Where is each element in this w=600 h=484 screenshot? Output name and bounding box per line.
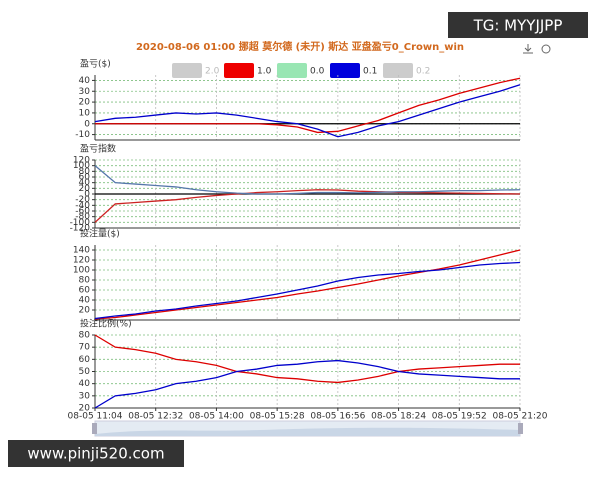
- y-tick-label: 120: [73, 256, 90, 266]
- y-tick-label: 10: [79, 108, 91, 118]
- y-tick-label: -10: [75, 130, 90, 140]
- y-tick-label: 80: [79, 331, 91, 341]
- slider-preview: [95, 427, 520, 436]
- y-axis-title: 盈亏指数: [80, 143, 116, 155]
- watermark: www.pinji520.com: [27, 445, 164, 463]
- y-tick-label: 100: [73, 266, 90, 276]
- y-tick-label: 30: [79, 87, 91, 97]
- x-tick-label: 08-05 16:56: [310, 412, 365, 422]
- y-tick-label: 60: [79, 286, 91, 296]
- series-line: [94, 261, 521, 320]
- y-axis-title: 投注比例(%): [80, 318, 132, 330]
- x-tick-label: 08-05 19:52: [432, 412, 487, 422]
- y-tick-label: 80: [79, 167, 91, 177]
- legend-swatch: [172, 63, 202, 78]
- legend-swatch: [224, 63, 254, 78]
- y-tick-label: -100: [70, 218, 91, 228]
- x-tick-label: 08-05 15:28: [250, 412, 305, 422]
- chart-title: 2020-08-06 01:00 挪超 莫尔德 (未开) 斯达 亚盘盈亏0_Cr…: [136, 40, 464, 53]
- y-tick-label: 50: [79, 367, 91, 377]
- series-line: [94, 165, 521, 195]
- toolbox[interactable]: [523, 44, 551, 54]
- y-tick-label: -60: [75, 207, 90, 217]
- series-line: [94, 84, 521, 138]
- watermark-box: [8, 440, 184, 467]
- y-tick-label: 40: [79, 76, 91, 86]
- x-tick-label: 08-05 21:20: [493, 412, 548, 422]
- slider-handle[interactable]: [92, 423, 97, 434]
- watermark: TG: MYYJJPP: [473, 17, 563, 35]
- y-tick-label: 140: [73, 246, 90, 256]
- y-tick-label: 20: [79, 404, 91, 414]
- slider-handle[interactable]: [518, 423, 523, 434]
- y-tick-label: 20: [79, 98, 91, 108]
- legend-label[interactable]: 1.0: [257, 67, 272, 77]
- y-tick-label: 70: [79, 343, 91, 353]
- y-tick-label: -120: [70, 224, 91, 234]
- x-tick-label: 08-05 11:04: [68, 412, 123, 422]
- watermark-box: [448, 12, 588, 38]
- y-tick-label: -40: [75, 201, 90, 211]
- y-tick-label: 20: [79, 306, 91, 316]
- legend-label[interactable]: 0.2: [416, 67, 430, 77]
- legend-label[interactable]: 0.0: [310, 67, 325, 77]
- y-tick-label: -20: [75, 195, 90, 205]
- series-line: [94, 189, 521, 223]
- y-tick-label: 100: [73, 161, 90, 171]
- refresh-icon[interactable]: [541, 44, 551, 54]
- legend-swatch: [277, 63, 307, 78]
- series-line: [94, 249, 521, 320]
- download-icon[interactable]: [523, 44, 533, 54]
- y-tick-label: 40: [79, 379, 91, 389]
- series-line: [94, 334, 520, 384]
- series-line: [94, 359, 520, 409]
- legend-swatch: [330, 63, 360, 78]
- y-tick-label: 40: [79, 296, 91, 306]
- x-tick-label: 08-05 14:00: [189, 412, 244, 422]
- y-tick-label: 20: [79, 184, 91, 194]
- y-tick-label: 60: [79, 173, 91, 183]
- legend-swatch: [383, 63, 413, 78]
- y-tick-label: 120: [73, 156, 90, 166]
- series-line: [95, 77, 521, 134]
- y-tick-label: 30: [79, 391, 91, 401]
- y-tick-label: 60: [79, 355, 91, 365]
- legend-label[interactable]: 2.0: [205, 67, 220, 77]
- y-tick-label: 0: [84, 190, 90, 200]
- x-tick-label: 08-05 12:32: [128, 412, 183, 422]
- y-axis-title: 盈亏($): [80, 59, 111, 70]
- y-axis-title: 投注量($): [80, 228, 120, 240]
- legend-label[interactable]: 0.1: [363, 67, 377, 77]
- y-tick-label: 0: [84, 119, 90, 129]
- y-tick-label: -80: [75, 212, 90, 222]
- y-tick-label: 40: [79, 178, 91, 188]
- x-tick-label: 08-05 18:24: [371, 412, 426, 422]
- y-tick-label: 80: [79, 276, 91, 286]
